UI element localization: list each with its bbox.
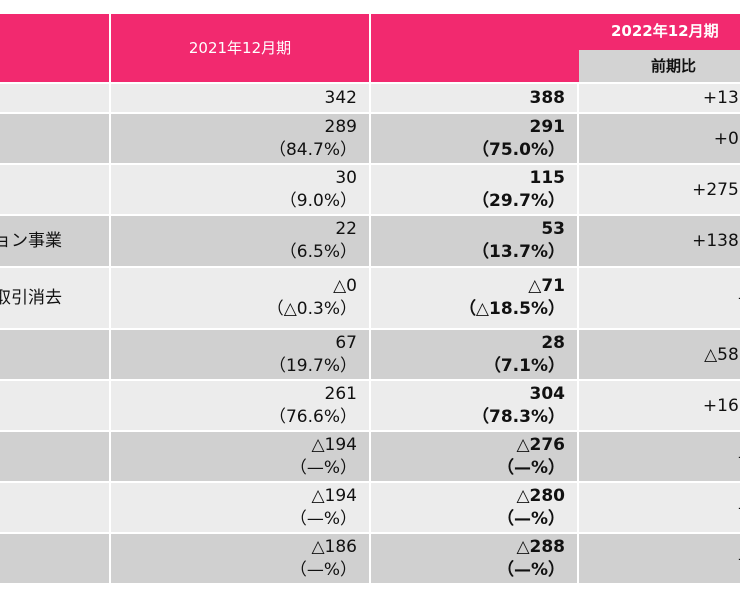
table-cell: 30 （9.0%）: [111, 165, 369, 214]
table-cell: [0, 165, 109, 214]
value-text: 342: [324, 87, 357, 108]
table-cell: △194 （—%）: [111, 432, 369, 481]
table-cell: 115 （29.7%）: [371, 165, 577, 214]
value-text: 289: [324, 116, 357, 137]
header-sub-cell: 前期比: [579, 50, 740, 82]
header-text: 前期比: [651, 57, 697, 75]
table-cell: 53 （13.7%）: [371, 216, 577, 266]
value-text: （—%）: [496, 508, 565, 529]
value-text: 67: [335, 332, 357, 353]
value-text: （84.7%）: [268, 139, 357, 160]
value-text: （29.7%）: [472, 190, 565, 211]
value-text: 291: [529, 116, 566, 137]
header-text: 2022年12月期: [611, 22, 719, 40]
table-cell: +275.5: [579, 165, 740, 214]
table-cell: 261 （76.6%）: [111, 381, 369, 430]
table-cell: △0 （△0.3%）: [111, 268, 369, 328]
table-cell: △288 （—%）: [371, 534, 577, 583]
value-text: （△0.3%）: [266, 299, 357, 319]
table-cell: 289 （84.7%）: [111, 114, 369, 163]
value-text: 261: [324, 383, 357, 404]
table-cell: +13.6: [579, 84, 740, 112]
value-text: △276: [516, 434, 565, 455]
value-text: （7.1%）: [483, 355, 565, 376]
value-text: 115: [529, 167, 566, 188]
table-cell: [0, 330, 109, 379]
value-text: 304: [529, 383, 566, 404]
table-cell: △58.4: [579, 330, 740, 379]
table-cell: +16.3: [579, 381, 740, 430]
value-text: △186: [311, 536, 357, 557]
table-cell: +0.6: [579, 114, 740, 163]
value-text: （—%）: [289, 508, 357, 529]
table-cell: —: [579, 432, 740, 481]
value-text: 28: [541, 332, 565, 353]
value-text: 53: [541, 219, 565, 239]
table-cell: △186 （—%）: [111, 534, 369, 583]
change-text: +0.6: [713, 128, 740, 149]
change-text: +16.3: [702, 395, 740, 416]
change-text: —: [738, 446, 740, 468]
table-cell: 342: [111, 84, 369, 112]
change-text: —: [738, 497, 740, 519]
value-text: △194: [311, 434, 357, 455]
value-text: （—%）: [496, 457, 565, 478]
value-text: 388: [529, 87, 566, 108]
table-cell: △194 （—%）: [111, 483, 369, 532]
value-text: △280: [516, 485, 565, 506]
table-cell: [0, 114, 109, 163]
value-text: （△18.5%）: [458, 299, 565, 319]
value-text: △288: [516, 536, 565, 557]
table-cell: △280 （—%）: [371, 483, 577, 532]
value-text: 22: [335, 219, 357, 239]
table-cell: 28 （7.1%）: [371, 330, 577, 379]
value-text: （75.0%）: [472, 139, 565, 160]
table-cell: [0, 84, 109, 112]
table-cell: △276 （—%）: [371, 432, 577, 481]
table-cell: 291 （75.0%）: [371, 114, 577, 163]
table-cell: 304 （78.3%）: [371, 381, 577, 430]
table-cell: —: [579, 268, 740, 328]
change-text: +275.5: [692, 179, 740, 200]
table-cell: [0, 381, 109, 430]
row-label: 取引消去: [0, 288, 62, 308]
table-cell: △71 （△18.5%）: [371, 268, 577, 328]
value-text: （76.6%）: [268, 406, 357, 427]
change-text: +13.6: [702, 88, 740, 108]
value-text: △71: [528, 276, 565, 296]
table-cell: [0, 534, 109, 583]
change-text: +138.2: [692, 231, 740, 251]
table-cell: —: [579, 483, 740, 532]
table-cell: —: [579, 534, 740, 583]
value-text: （—%）: [496, 559, 565, 580]
value-text: 30: [335, 167, 357, 188]
table-cell: +138.2: [579, 216, 740, 266]
value-text: （13.7%）: [472, 242, 565, 262]
table-cell: 22 （6.5%）: [111, 216, 369, 266]
table-cell: [0, 432, 109, 481]
row-label: ョン事業: [0, 231, 62, 251]
value-text: （6.5%）: [279, 242, 357, 262]
header-cell: [0, 14, 109, 82]
value-text: （—%）: [289, 559, 357, 580]
value-text: （9.0%）: [279, 190, 357, 211]
table-cell: 取引消去: [0, 268, 109, 328]
table-cell: ョン事業: [0, 216, 109, 266]
table-cell: [0, 483, 109, 532]
table-cell: 67 （19.7%）: [111, 330, 369, 379]
value-text: △194: [311, 485, 357, 506]
header-cell: 2021年12月期: [111, 14, 369, 82]
change-text: —: [738, 287, 740, 309]
value-text: △0: [333, 276, 357, 296]
value-text: （—%）: [289, 457, 357, 478]
table-cell: 388: [371, 84, 577, 112]
value-text: （78.3%）: [472, 406, 565, 427]
change-text: △58.4: [704, 344, 740, 365]
value-text: （19.7%）: [268, 355, 357, 376]
header-cell: 2022年12月期: [371, 14, 740, 82]
header-text: 2021年12月期: [188, 39, 292, 57]
change-text: —: [738, 548, 740, 570]
